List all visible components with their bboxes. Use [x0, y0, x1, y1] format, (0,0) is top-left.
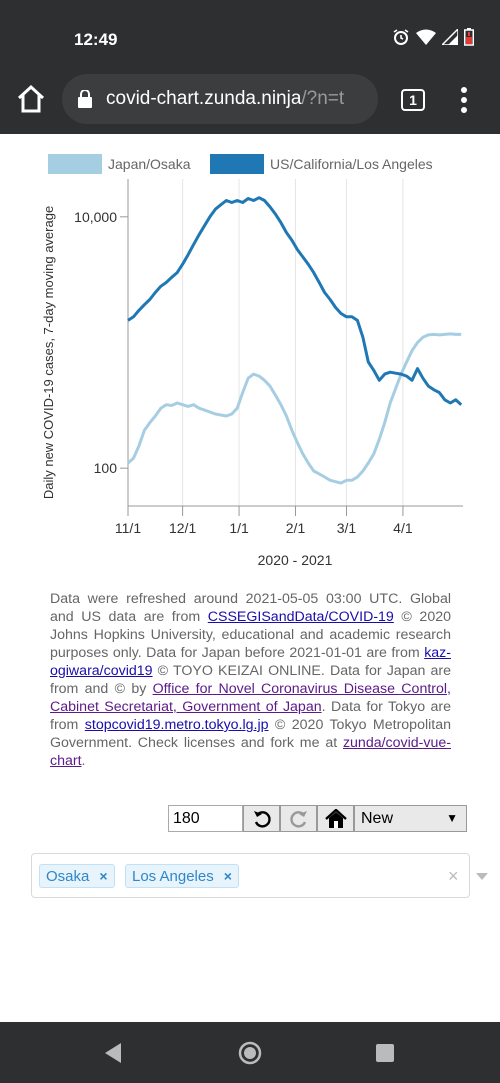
x-axis-title: 2020 - 2021 [258, 552, 333, 568]
y-axis-title: Daily new COVID-19 cases, 7-day moving a… [41, 206, 56, 499]
reset-home-button[interactable] [317, 805, 354, 832]
y-tick-label: 100 [94, 460, 118, 476]
tag-los-angeles: Los Angeles × [125, 864, 239, 888]
series-line [127, 332, 462, 485]
link-japan-gov-data[interactable]: Office for Novel Coronavirus Disease Con… [50, 681, 451, 715]
legend-swatch [210, 154, 264, 174]
recents-icon[interactable] [375, 1043, 395, 1063]
remove-tag-icon[interactable]: × [223, 868, 232, 884]
undo-icon [253, 810, 271, 828]
url-bar[interactable]: covid-chart.zunda.ninja/?n=t [62, 74, 378, 124]
series-line [127, 196, 463, 406]
tab-switcher-button[interactable]: 1 [401, 89, 425, 111]
link-toyo-keizai-data[interactable]: kaz-ogiwara/covid19 [50, 645, 451, 679]
days-input[interactable] [168, 805, 243, 832]
legend-swatch [48, 154, 102, 174]
wifi-icon [416, 29, 436, 45]
chevron-down-icon: ▼ [446, 811, 458, 825]
x-tick-label: 4/1 [393, 520, 413, 536]
legend-label: US/California/Los Angeles [270, 156, 433, 172]
url-domain: covid-chart.zunda.ninja [106, 88, 302, 109]
home-icon[interactable] [16, 84, 46, 114]
signal-icon [442, 29, 458, 45]
battery-icon [464, 28, 474, 46]
tag-osaka: Osaka × [39, 864, 115, 888]
system-nav-bar [0, 1022, 500, 1083]
remove-tag-icon[interactable]: × [99, 868, 108, 884]
x-tick-label: 1/1 [229, 520, 249, 536]
url-path: /?n=t [301, 88, 345, 109]
data-source-info: Data were refreshed around 2021-05-05 03… [50, 590, 451, 770]
more-menu-icon[interactable] [456, 86, 472, 114]
info-text: Data were refreshed around 2021-05-05 03… [50, 591, 451, 625]
link-tokyo-data[interactable]: stopcovid19.metro.tokyo.lg.jp [84, 717, 269, 733]
url-text: covid-chart.zunda.ninja/?n=t [106, 88, 370, 110]
redo-button[interactable] [280, 805, 317, 832]
undo-button[interactable] [243, 805, 280, 832]
legend-label: Japan/Osaka [108, 156, 191, 172]
chart-container: Japan/Osaka US/California/Los Angeles 11/1… [0, 134, 500, 574]
home-circle-icon[interactable] [238, 1041, 262, 1065]
info-text: . Data for Tokyo are from [50, 699, 451, 733]
y-tick-label: 10,000 [74, 209, 117, 225]
tag-label: Los Angeles [132, 867, 214, 885]
chart-controls: New ▼ [168, 805, 467, 833]
back-icon[interactable] [103, 1042, 123, 1064]
alarm-icon [393, 29, 409, 45]
clear-all-icon[interactable]: × [448, 866, 459, 886]
info-text: © TOYO KEIZAI ONLINE. Data for Japan are… [50, 663, 451, 697]
status-time: 12:49 [74, 30, 118, 49]
x-tick-label: 12/1 [169, 520, 196, 536]
redo-icon [289, 810, 307, 828]
x-tick-label: 11/1 [115, 520, 141, 536]
x-tick-label: 2/1 [286, 520, 306, 536]
home-icon [324, 808, 347, 828]
covid-chart: Japan/Osaka US/California/Los Angeles 11/1… [41, 154, 463, 568]
link-github-repo[interactable]: zunda/covid-vue-chart [50, 735, 451, 769]
x-tick-label: 3/1 [337, 520, 357, 536]
info-text: . [81, 753, 86, 769]
mode-select-value: New [361, 810, 394, 827]
lock-icon [78, 90, 92, 108]
tag-label: Osaka [46, 867, 90, 885]
status-icons [392, 28, 474, 46]
info-text: © 2020 Tokyo Metropolitan Government. Ch… [50, 717, 451, 751]
mode-select[interactable]: New ▼ [354, 805, 467, 832]
link-jhu-data[interactable]: CSSEGISandData/COVID-19 [207, 609, 394, 625]
browser-toolbar: covid-chart.zunda.ninja/?n=t 1 [0, 62, 500, 134]
info-text: © 2020 Johns Hopkins University, educati… [50, 609, 451, 661]
dropdown-arrow-icon[interactable] [476, 873, 488, 880]
location-selector[interactable]: Osaka × Los Angeles × × [31, 853, 488, 898]
